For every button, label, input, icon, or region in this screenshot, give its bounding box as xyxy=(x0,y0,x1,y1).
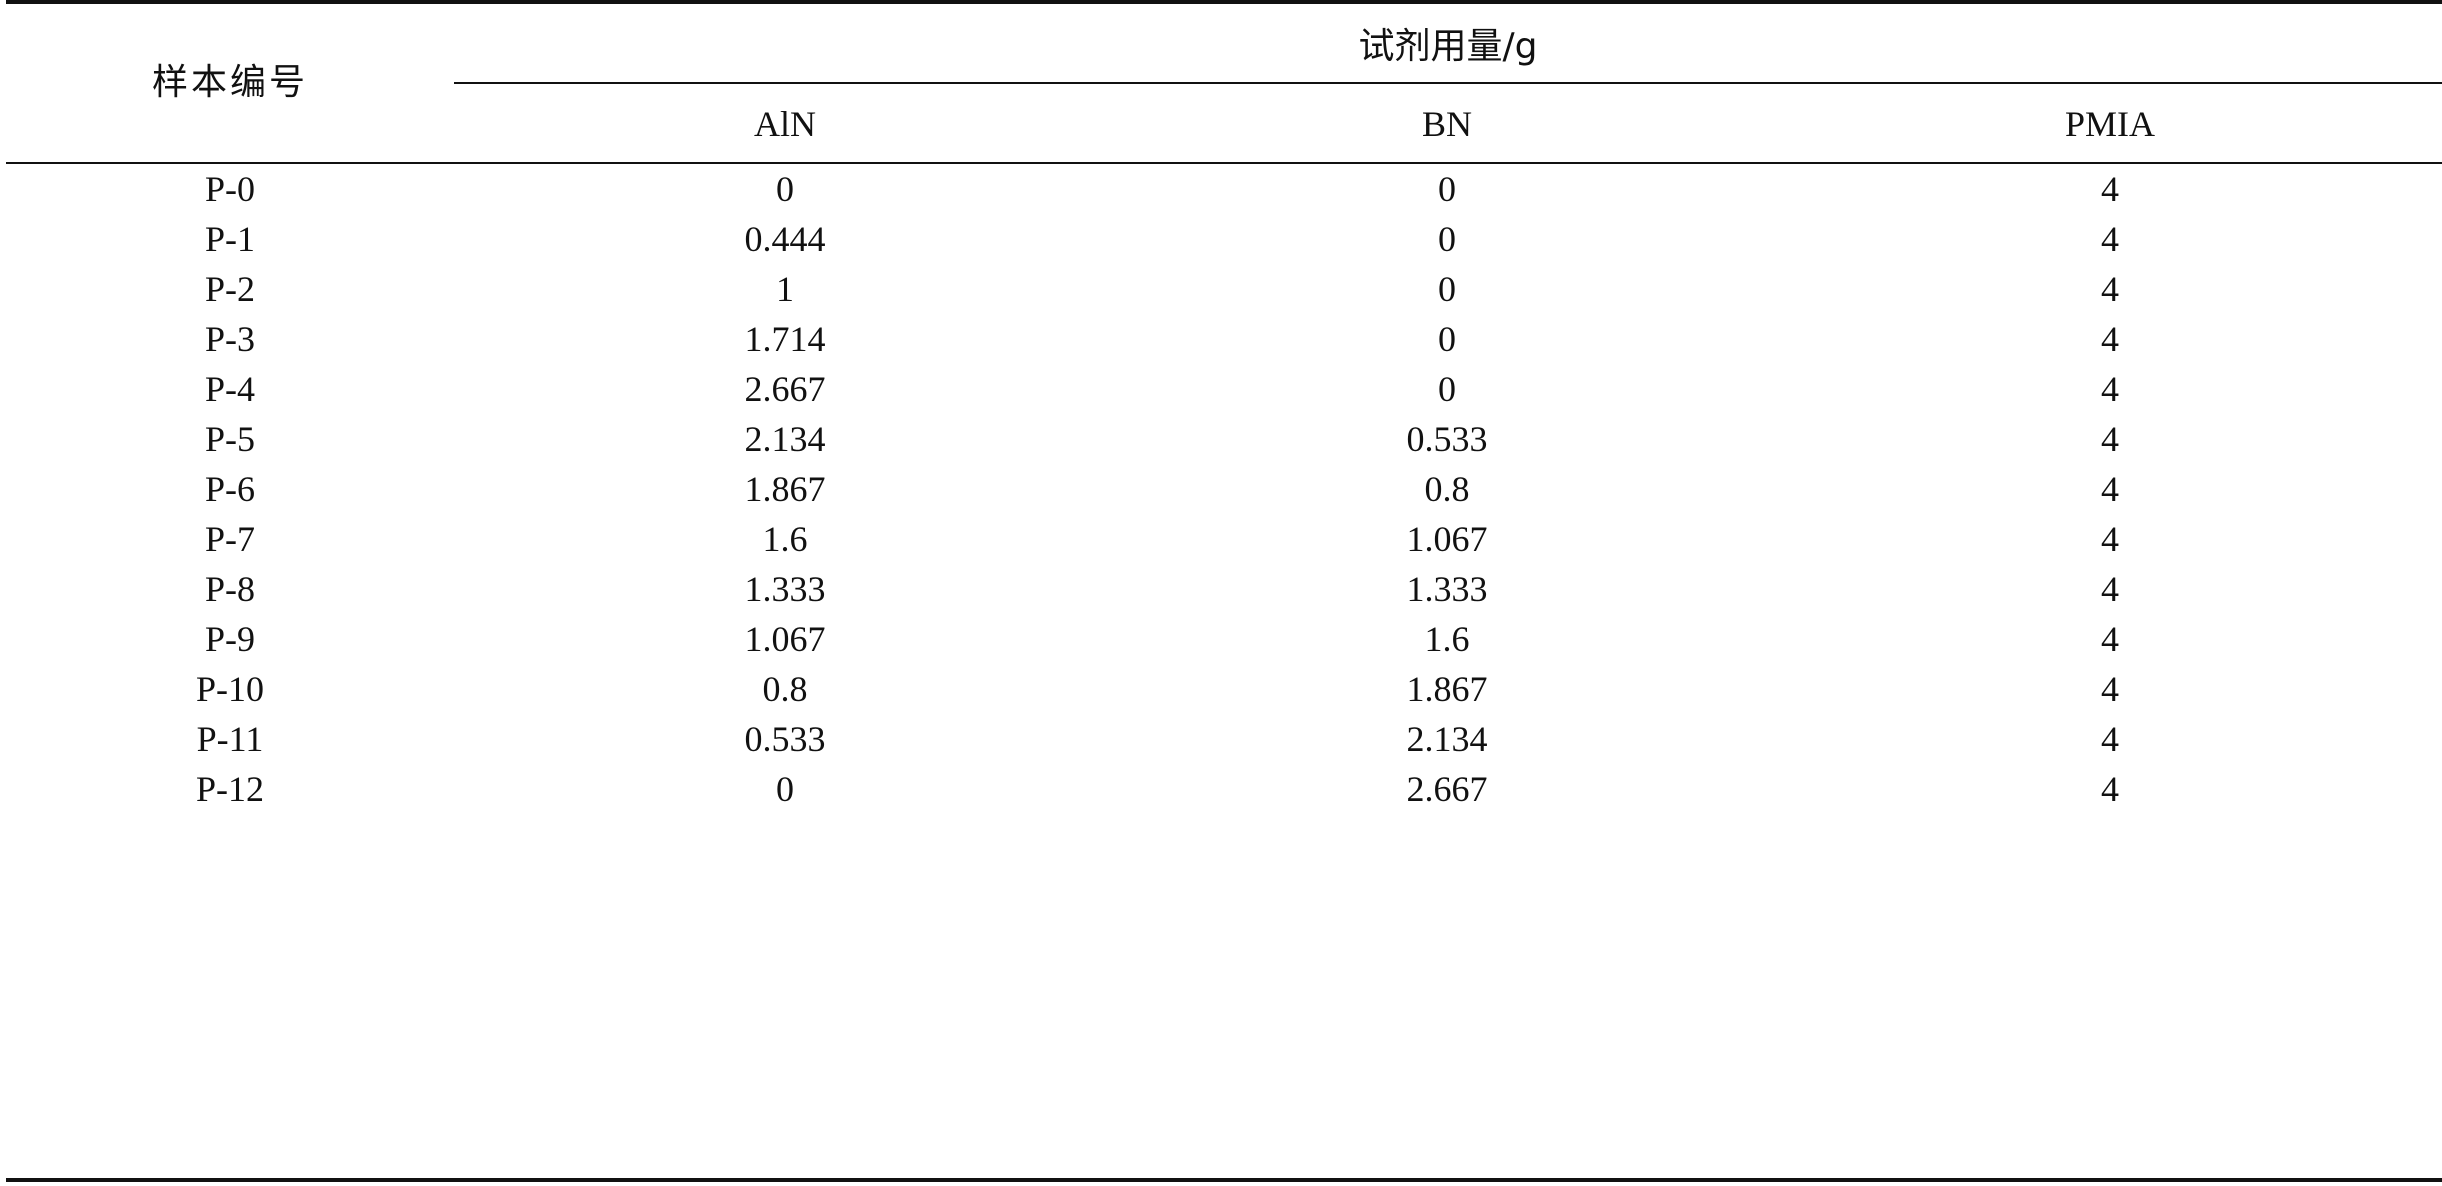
cell-pmia: 4 xyxy=(2101,469,2119,509)
cell-sample-id: P-12 xyxy=(195,769,264,809)
header-pmia: PMIA xyxy=(2064,104,2156,144)
cell-sample-id: P-5 xyxy=(204,419,255,459)
cell-sample-id: P-6 xyxy=(204,469,255,509)
table-row: P-2 1 0 4 xyxy=(0,250,2442,328)
header-aln: AlN xyxy=(754,104,816,144)
cell-sample-id: P-11 xyxy=(196,719,264,759)
cell-aln: 1.6 xyxy=(762,519,808,559)
cell-pmia: 4 xyxy=(2101,519,2119,559)
cell-sample-id: P-4 xyxy=(204,369,255,409)
cell-bn: 2.667 xyxy=(1406,769,1488,809)
cell-pmia: 4 xyxy=(2101,369,2119,409)
cell-bn: 0 xyxy=(1438,319,1456,359)
cell-pmia: 4 xyxy=(2101,719,2119,759)
cell-sample-id: P-7 xyxy=(204,519,255,559)
cell-bn: 0.533 xyxy=(1406,419,1488,459)
cell-bn: 0 xyxy=(1438,219,1456,259)
cell-bn: 1.067 xyxy=(1406,519,1488,559)
cell-bn: 0.8 xyxy=(1424,469,1470,509)
cell-bn: 0 xyxy=(1438,369,1456,409)
table-row: P-9 1.067 1.6 4 xyxy=(0,600,2442,678)
table-row: P-1 0.444 0 4 xyxy=(0,200,2442,278)
header-reagent-amount: 试剂用量/g xyxy=(1358,26,1538,67)
header-sample-id: 样本编号 xyxy=(151,62,308,103)
cell-sample-id: P-8 xyxy=(204,569,255,609)
table-row: P-5 2.134 0.533 4 xyxy=(0,400,2442,478)
cell-pmia: 4 xyxy=(2101,169,2119,209)
table-row: P-12 0 2.667 4 xyxy=(0,750,2442,828)
cell-aln: 0.444 xyxy=(744,219,826,259)
table-row: P-3 1.714 0 4 xyxy=(0,300,2442,378)
cell-sample-id: P-2 xyxy=(204,269,255,309)
cell-pmia: 4 xyxy=(2101,669,2119,709)
cell-pmia: 4 xyxy=(2101,619,2119,659)
header-bottom-rule xyxy=(6,162,2442,164)
cell-bn: 1.6 xyxy=(1424,619,1470,659)
cell-aln: 0.533 xyxy=(744,719,826,759)
cell-sample-id: P-0 xyxy=(204,169,255,209)
cell-aln: 0.8 xyxy=(762,669,808,709)
table-bottom-rule xyxy=(6,1178,2442,1182)
header-bn: BN xyxy=(1421,104,1472,144)
table-row: P-6 1.867 0.8 4 xyxy=(0,450,2442,528)
cell-aln: 1.714 xyxy=(744,319,826,359)
cell-bn: 1.867 xyxy=(1406,669,1488,709)
table-row: P-4 2.667 0 4 xyxy=(0,350,2442,428)
cell-aln: 2.134 xyxy=(744,419,826,459)
cell-aln: 1 xyxy=(776,269,794,309)
cell-aln: 1.333 xyxy=(744,569,826,609)
cell-pmia: 4 xyxy=(2101,219,2119,259)
cell-pmia: 4 xyxy=(2101,269,2119,309)
cell-aln: 1.867 xyxy=(744,469,826,509)
cell-pmia: 4 xyxy=(2101,319,2119,359)
table-row: P-0 0 0 4 xyxy=(0,150,2442,228)
cell-pmia: 4 xyxy=(2101,769,2119,809)
cell-sample-id: P-1 xyxy=(204,219,255,259)
cell-aln: 0 xyxy=(776,769,794,809)
table-top-rule xyxy=(6,0,2442,4)
cell-aln: 1.067 xyxy=(744,619,826,659)
table-row: P-11 0.533 2.134 4 xyxy=(0,700,2442,778)
cell-bn: 0 xyxy=(1438,269,1456,309)
table-row: P-8 1.333 1.333 4 xyxy=(0,550,2442,628)
table-row: P-10 0.8 1.867 4 xyxy=(0,650,2442,728)
cell-sample-id: P-10 xyxy=(195,669,264,709)
cell-sample-id: P-9 xyxy=(204,619,255,659)
cell-aln: 0 xyxy=(776,169,794,209)
cell-bn: 0 xyxy=(1438,169,1456,209)
cell-bn: 1.333 xyxy=(1406,569,1488,609)
cell-aln: 2.667 xyxy=(744,369,826,409)
table-row: P-7 1.6 1.067 4 xyxy=(0,500,2442,578)
cell-pmia: 4 xyxy=(2101,419,2119,459)
cell-sample-id: P-3 xyxy=(204,319,255,359)
cell-pmia: 4 xyxy=(2101,569,2119,609)
cell-bn: 2.134 xyxy=(1406,719,1488,759)
header-group-rule xyxy=(454,82,2442,84)
